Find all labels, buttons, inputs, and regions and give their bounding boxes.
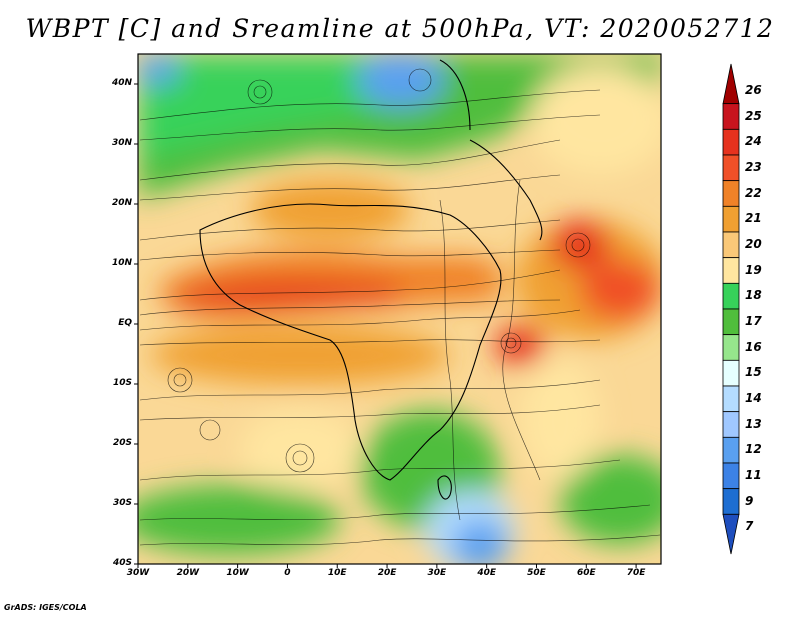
lat-label: 20N: [111, 198, 132, 208]
lon-label: 60E: [576, 568, 596, 578]
colorbar-label: 14: [745, 390, 762, 405]
colorbar-swatch: [722, 154, 740, 182]
coastlines: [199, 59, 543, 500]
map-title: WBPT [C] and Sreamline at 500hPa, VT: 20…: [25, 14, 775, 43]
colorbar: [722, 63, 740, 555]
colorbar-swatch: [722, 385, 740, 413]
colorbar-label: 23: [745, 159, 762, 174]
colorbar-label: 12: [745, 442, 762, 457]
lon-label: 10E: [327, 568, 347, 578]
colorbar-swatch: [722, 488, 740, 515]
streamlines: [139, 68, 661, 546]
lon-label: 20W: [176, 568, 200, 578]
lat-label: 30S: [112, 498, 132, 508]
colorbar-swatch: [722, 103, 740, 130]
colorbar-swatch: [722, 308, 740, 336]
colorbar-swatch: [722, 231, 740, 259]
lat-label: 40N: [111, 78, 132, 88]
lat-label: 30N: [111, 138, 132, 148]
colorbar-label: 26: [745, 82, 762, 97]
plot-frame: [137, 53, 662, 565]
colorbar-swatch: [722, 334, 740, 361]
colorbar-label: 9: [745, 493, 754, 508]
lon-label: 30W: [126, 568, 150, 578]
lon-label: 40E: [477, 568, 496, 578]
lat-label: EQ: [118, 318, 132, 328]
lat-label: 10N: [111, 258, 132, 268]
colorbar-label: 17: [745, 313, 762, 328]
colorbar-label: 18: [745, 288, 762, 303]
colorbar-label: 21: [745, 211, 762, 226]
wbpt-field: [138, 54, 661, 564]
colorbar-swatch: [722, 436, 740, 464]
colorbar-swatch: [722, 411, 740, 438]
lon-label: 20E: [377, 568, 397, 578]
colorbar-label: 20: [745, 236, 762, 251]
colorbar-swatch: [722, 205, 740, 233]
colorbar-label: 16: [745, 339, 762, 354]
colorbar-label: 15: [745, 365, 762, 380]
lon-label: 70E: [626, 568, 646, 578]
colorbar-label: 7: [745, 519, 754, 534]
colorbar-label: 22: [745, 185, 762, 200]
lon-label: 50E: [527, 568, 546, 578]
colorbar-label: 11: [745, 467, 762, 482]
lat-label: 20S: [112, 438, 132, 448]
lon-label: 10W: [226, 568, 249, 578]
colorbar-label: 24: [745, 134, 762, 149]
colorbar-swatch: [722, 257, 740, 284]
colorbar-swatch: [722, 128, 740, 156]
axis-ticks: [134, 83, 637, 568]
colorbar-swatch: [722, 63, 740, 105]
colorbar-swatch: [722, 359, 740, 387]
colorbar-swatch: [722, 462, 740, 490]
lat-label: 10S: [112, 378, 132, 388]
colorbar-swatch: [722, 513, 740, 555]
lon-label: 30E: [427, 568, 447, 578]
colorbar-label: 19: [745, 262, 762, 277]
colorbar-label: 13: [745, 416, 762, 431]
colorbar-swatch: [722, 282, 740, 310]
lon-label: 0: [284, 568, 291, 578]
colorbar-label: 25: [745, 108, 762, 123]
lat-label: 40S: [112, 558, 132, 568]
grads-credit: GrADS: IGES/COLA: [4, 603, 87, 612]
colorbar-swatch: [722, 180, 740, 207]
